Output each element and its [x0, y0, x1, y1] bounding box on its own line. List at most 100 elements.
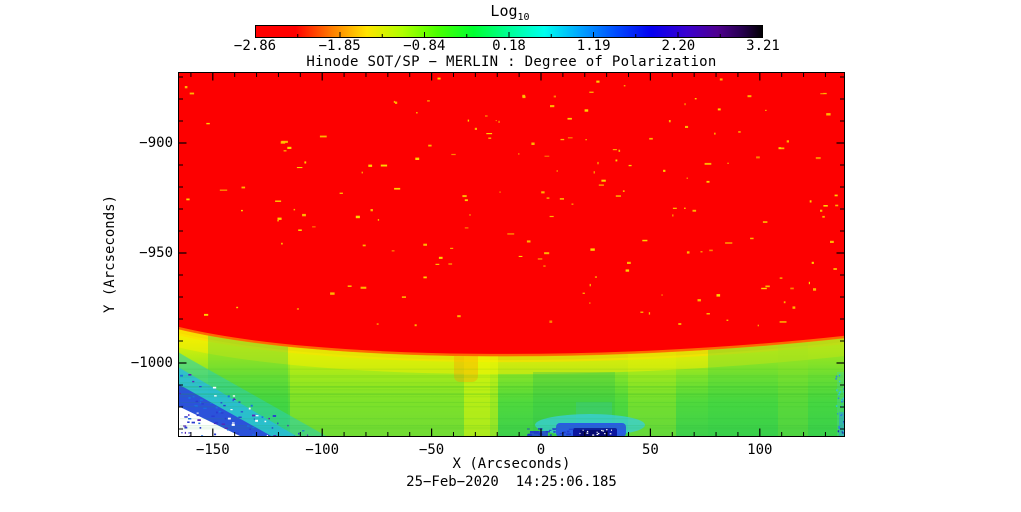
bright-point-speckle	[553, 95, 556, 98]
bright-point-speckle	[427, 100, 430, 102]
bright-point-speckle	[697, 299, 701, 302]
corner-noise-speckle	[238, 416, 242, 418]
right-edge-speckle	[838, 391, 841, 394]
bright-point-speckle	[488, 137, 492, 139]
corner-noise-speckle	[196, 412, 199, 414]
limb-yellow-band	[178, 329, 845, 363]
patch-blue-dash	[549, 434, 552, 436]
patch-white-speckle	[611, 429, 612, 431]
bright-point-speckle	[236, 306, 239, 309]
patch-white-speckle	[601, 429, 603, 432]
bright-point-speckle	[464, 199, 468, 202]
corner-noise-speckle	[277, 422, 279, 425]
bright-point-speckle	[550, 105, 555, 108]
colorbar-border	[255, 25, 763, 38]
corner-noise-speckle	[248, 407, 251, 410]
bright-point-speckle	[727, 162, 729, 164]
plot-title: Hinode SOT/SP − MERLIN : Degree of Polar…	[306, 54, 717, 70]
bright-point-speckle	[684, 207, 686, 209]
bright-point-speckle	[601, 179, 606, 182]
bright-point-speckle	[822, 215, 825, 218]
bright-point-speckle	[283, 150, 287, 152]
bright-point-speckle	[296, 167, 303, 169]
bright-point-speckle	[355, 215, 360, 219]
corner-noise-speckle	[195, 405, 198, 407]
bright-point-speckle	[423, 276, 427, 279]
patch-white-speckle	[596, 431, 598, 433]
bright-point-speckle	[584, 109, 589, 112]
bright-point-speckle	[393, 100, 396, 103]
bright-point-speckle	[304, 161, 307, 164]
bright-point-speckle	[435, 263, 440, 265]
colorbar-gradient	[255, 25, 763, 38]
bright-point-speckle	[684, 103, 686, 106]
bright-point-speckle	[464, 227, 469, 229]
bright-point-speckle	[792, 306, 796, 309]
bright-point-speckle	[457, 315, 461, 318]
corner-noise-speckle	[252, 427, 255, 429]
right-edge-speckle	[841, 431, 843, 433]
corner-noise-speckle	[252, 414, 256, 417]
bright-point-speckle	[786, 140, 789, 143]
bright-point-speckle	[706, 180, 710, 183]
corner-noise-speckle	[181, 432, 183, 434]
patch-blue-dash	[562, 431, 566, 434]
bright-point-speckle	[618, 149, 621, 152]
patch-blue-dash	[553, 431, 556, 433]
bright-point-speckle	[526, 240, 531, 243]
corner-noise-speckle	[223, 404, 226, 407]
corner-noise-speckle	[213, 423, 217, 425]
bright-point-speckle	[486, 133, 493, 135]
bright-point-speckle	[694, 98, 697, 100]
colorbar-ticks	[255, 25, 763, 38]
bright-point-speckle	[312, 226, 316, 228]
bright-point-speckle	[287, 146, 292, 149]
bright-point-speckle	[640, 311, 644, 313]
bright-point-speckle	[423, 243, 427, 246]
bright-point-speckle	[809, 200, 812, 203]
blue-noise-speckles	[179, 374, 845, 437]
bright-point-speckle	[186, 198, 190, 201]
bright-point-speckle	[518, 255, 523, 257]
corner-noise-speckle	[227, 417, 231, 420]
right-edge-speckle	[842, 430, 845, 433]
right-edge-blue	[839, 412, 845, 437]
bright-point-speckle	[700, 251, 703, 253]
patch-blue-dash	[566, 433, 571, 436]
patch-white-speckle	[586, 432, 589, 434]
bright-point-speckle	[778, 147, 782, 150]
right-edge-speckle	[838, 375, 840, 377]
right-edge-speckle	[843, 421, 845, 423]
colorbar-title: Log10	[452, 2, 568, 23]
bright-point-speckle	[594, 276, 597, 278]
bright-point-speckle	[783, 301, 786, 304]
x-axis-label: X (Arcseconds)	[452, 456, 571, 472]
bright-point-speckle	[467, 119, 470, 122]
scanline-texture	[180, 368, 843, 430]
bright-point-speckle	[474, 127, 477, 130]
bright-point-speckle	[296, 308, 299, 310]
corner-noise-speckle	[203, 407, 207, 409]
corner-noise-speckle	[255, 415, 259, 417]
corner-noise-speckle	[212, 386, 217, 389]
patch-blue-dash	[538, 428, 543, 430]
corner-noise-speckle	[199, 401, 202, 404]
colorbar-tick-label: 1.19	[576, 38, 611, 54]
bright-point-speckle	[623, 85, 626, 87]
corner-noise-speckle	[216, 411, 218, 414]
bright-point-speckle	[450, 247, 454, 249]
bright-point-speckle	[559, 198, 564, 200]
corner-noise-speckle	[188, 397, 191, 399]
bright-point-speckle	[184, 86, 188, 89]
bright-point-speckle	[726, 319, 729, 321]
bright-point-speckle	[704, 162, 712, 165]
corner-noise-speckle	[179, 392, 181, 395]
bright-point-speckle	[612, 149, 617, 151]
bright-point-speckle	[813, 288, 817, 291]
bright-point-speckle	[544, 155, 550, 157]
bright-point-speckle	[241, 209, 243, 212]
corner-noise-speckle	[247, 425, 250, 427]
bright-point-speckle	[241, 186, 246, 189]
patch-blue-dash	[527, 434, 533, 436]
